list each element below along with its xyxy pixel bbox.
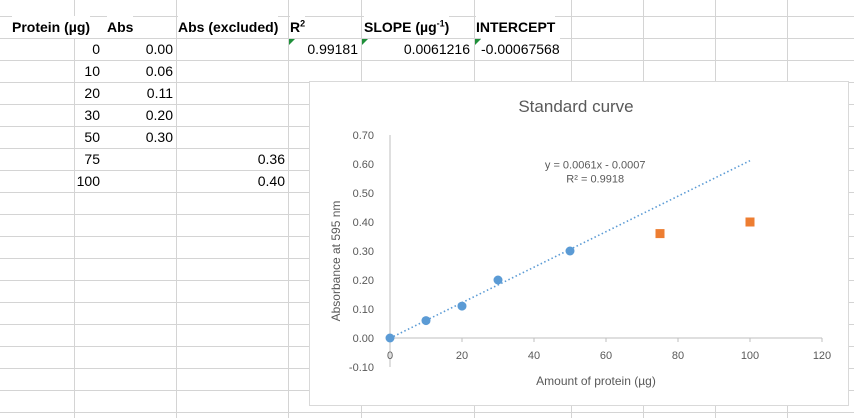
error-indicator-icon: [362, 39, 368, 45]
data-point: [493, 275, 503, 285]
data-point: [565, 246, 575, 256]
header-slope[interactable]: SLOPE (µg-1): [364, 16, 450, 38]
x-tick-label: 60: [600, 350, 612, 362]
y-axis-title: Absorbance at 595 nm: [329, 201, 343, 322]
x-tick-label: 0: [387, 350, 393, 362]
r2-value[interactable]: 0.99181: [307, 41, 358, 57]
trendline-equation: y = 0.0061x - 0.0007: [545, 159, 646, 171]
y-tick-label: 0.50: [353, 188, 374, 200]
error-indicator-icon: [475, 39, 481, 45]
data-point: [421, 316, 431, 326]
protein-cell[interactable]: 75: [84, 151, 100, 167]
header-r-squared[interactable]: R2: [290, 16, 306, 38]
data-point-excluded: [655, 229, 665, 239]
x-tick-label: 20: [456, 350, 468, 362]
abs-cell[interactable]: [78, 170, 173, 192]
chart-canvas: Standard curve -0.10 0.00 0.10 0.20 0.30 0.40 0…: [329, 97, 831, 388]
column-divider: [74, 0, 75, 418]
y-tick-label: 0.20: [353, 275, 374, 287]
abs-excluded-cell[interactable]: 0.40: [257, 173, 285, 189]
r2-superscript: 2: [300, 18, 306, 29]
protein-cell[interactable]: 20: [84, 85, 100, 101]
row-divider: [0, 38, 854, 39]
protein-cell[interactable]: 30: [84, 107, 100, 123]
row-divider: [0, 60, 854, 61]
intercept-value[interactable]: -0.00067568: [481, 38, 560, 60]
abs-cell[interactable]: 0.11: [146, 85, 173, 101]
abs-excluded-cell[interactable]: 0.36: [257, 151, 285, 167]
protein-cell[interactable]: 50: [84, 129, 100, 145]
y-tick-label: 0.10: [353, 304, 374, 316]
x-axis-title: Amount of protein (µg): [536, 374, 656, 388]
header-protein[interactable]: Protein (µg): [12, 16, 91, 38]
protein-cell[interactable]: 100: [76, 173, 100, 189]
x-tick-label: 120: [813, 350, 831, 362]
header-intercept[interactable]: INTERCEPT: [476, 16, 556, 38]
abs-cell[interactable]: 0.20: [145, 107, 173, 123]
trendline-r2: R² = 0.9918: [566, 173, 624, 185]
x-tick-label: 80: [672, 350, 684, 362]
slope-superscript: -1: [436, 18, 445, 29]
slope-value[interactable]: 0.0061216: [403, 41, 470, 57]
abs-excluded-cell[interactable]: [180, 104, 285, 126]
abs-excluded-cell[interactable]: [180, 60, 285, 82]
slope-close: ): [444, 19, 450, 35]
protein-cell[interactable]: 10: [84, 63, 100, 79]
chart-title: Standard curve: [518, 97, 633, 116]
error-indicator-icon: [289, 39, 295, 45]
row-divider: [0, 412, 854, 413]
header-abs[interactable]: Abs: [107, 16, 134, 38]
column-divider: [176, 0, 177, 418]
protein-cell[interactable]: 0: [92, 41, 100, 57]
slope-label: SLOPE (µg: [364, 19, 437, 35]
data-point: [457, 301, 467, 311]
abs-excluded-cell[interactable]: [180, 82, 285, 104]
y-tick-label: 0.00: [353, 333, 374, 345]
standard-curve-chart[interactable]: Standard curve -0.10 0.00 0.10 0.20 0.30 0.40 0…: [309, 81, 849, 406]
abs-excluded-cell[interactable]: [180, 38, 285, 60]
data-point: [385, 333, 395, 343]
r2-label: R: [290, 19, 301, 35]
abs-cell[interactable]: 0.06: [145, 63, 173, 79]
x-tick-label: 40: [528, 350, 540, 362]
abs-cell[interactable]: 0.30: [145, 129, 173, 145]
y-tick-label: -0.10: [349, 362, 374, 374]
y-tick-label: 0.60: [353, 159, 374, 171]
abs-cell[interactable]: [78, 148, 173, 170]
column-divider: [288, 0, 289, 418]
abs-excluded-cell[interactable]: [180, 126, 285, 148]
y-tick-label: 0.30: [353, 246, 374, 258]
header-abs-excluded[interactable]: Abs (excluded): [178, 16, 279, 38]
x-tick-label: 100: [741, 350, 759, 362]
y-tick-label: 0.70: [353, 130, 374, 142]
abs-cell[interactable]: 0.00: [145, 41, 173, 57]
data-point-excluded: [745, 217, 755, 227]
y-tick-label: 0.40: [353, 217, 374, 229]
